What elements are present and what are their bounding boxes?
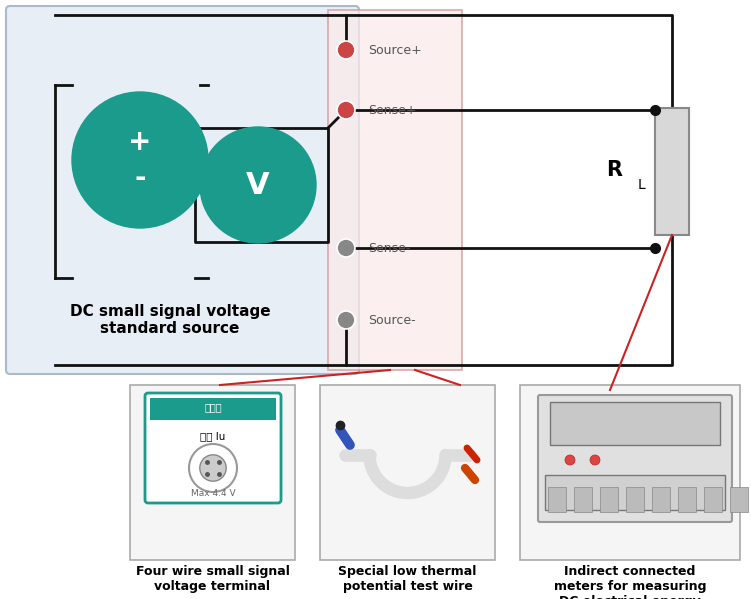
- Circle shape: [200, 127, 316, 243]
- Text: V: V: [246, 171, 270, 199]
- Bar: [704, 487, 722, 512]
- Text: Indirect connected
meters for measuring
DC electrical energy: Indirect connected meters for measuring …: [553, 565, 706, 599]
- Text: Sense-: Sense-: [368, 241, 410, 255]
- Circle shape: [337, 101, 355, 119]
- FancyBboxPatch shape: [320, 385, 495, 560]
- Text: 小信号: 小信号: [204, 402, 222, 412]
- FancyBboxPatch shape: [150, 398, 276, 420]
- FancyBboxPatch shape: [6, 6, 359, 374]
- Circle shape: [72, 92, 208, 228]
- Bar: [600, 487, 618, 512]
- Text: +: +: [128, 128, 152, 156]
- Text: L: L: [638, 178, 646, 192]
- FancyBboxPatch shape: [538, 395, 732, 522]
- Circle shape: [189, 444, 237, 492]
- Text: R: R: [606, 160, 622, 180]
- Circle shape: [200, 455, 226, 481]
- Bar: [655, 108, 689, 235]
- FancyBboxPatch shape: [328, 10, 462, 370]
- Text: 电压 Iu: 电压 Iu: [201, 431, 226, 441]
- Circle shape: [337, 311, 355, 329]
- FancyBboxPatch shape: [520, 385, 740, 560]
- Circle shape: [337, 239, 355, 257]
- Text: Max 4.4 V: Max 4.4 V: [191, 489, 235, 498]
- Bar: [730, 487, 748, 512]
- Bar: [548, 487, 566, 512]
- Bar: [678, 487, 696, 512]
- Text: DC small signal voltage
standard source: DC small signal voltage standard source: [70, 304, 270, 336]
- Bar: [652, 487, 670, 512]
- Text: Special low thermal
potential test wire: Special low thermal potential test wire: [338, 565, 477, 593]
- Bar: [574, 487, 592, 512]
- Bar: [550, 402, 720, 445]
- Bar: [545, 475, 725, 510]
- Text: -: -: [134, 164, 146, 192]
- Bar: [626, 487, 644, 512]
- Text: Source-: Source-: [368, 313, 415, 326]
- Circle shape: [590, 455, 600, 465]
- Text: Source+: Source+: [368, 44, 422, 56]
- FancyBboxPatch shape: [145, 393, 281, 503]
- Text: Sense+: Sense+: [368, 104, 417, 116]
- Circle shape: [565, 455, 575, 465]
- Circle shape: [337, 41, 355, 59]
- Text: Four wire small signal
voltage terminal: Four wire small signal voltage terminal: [136, 565, 289, 593]
- FancyBboxPatch shape: [130, 385, 295, 560]
